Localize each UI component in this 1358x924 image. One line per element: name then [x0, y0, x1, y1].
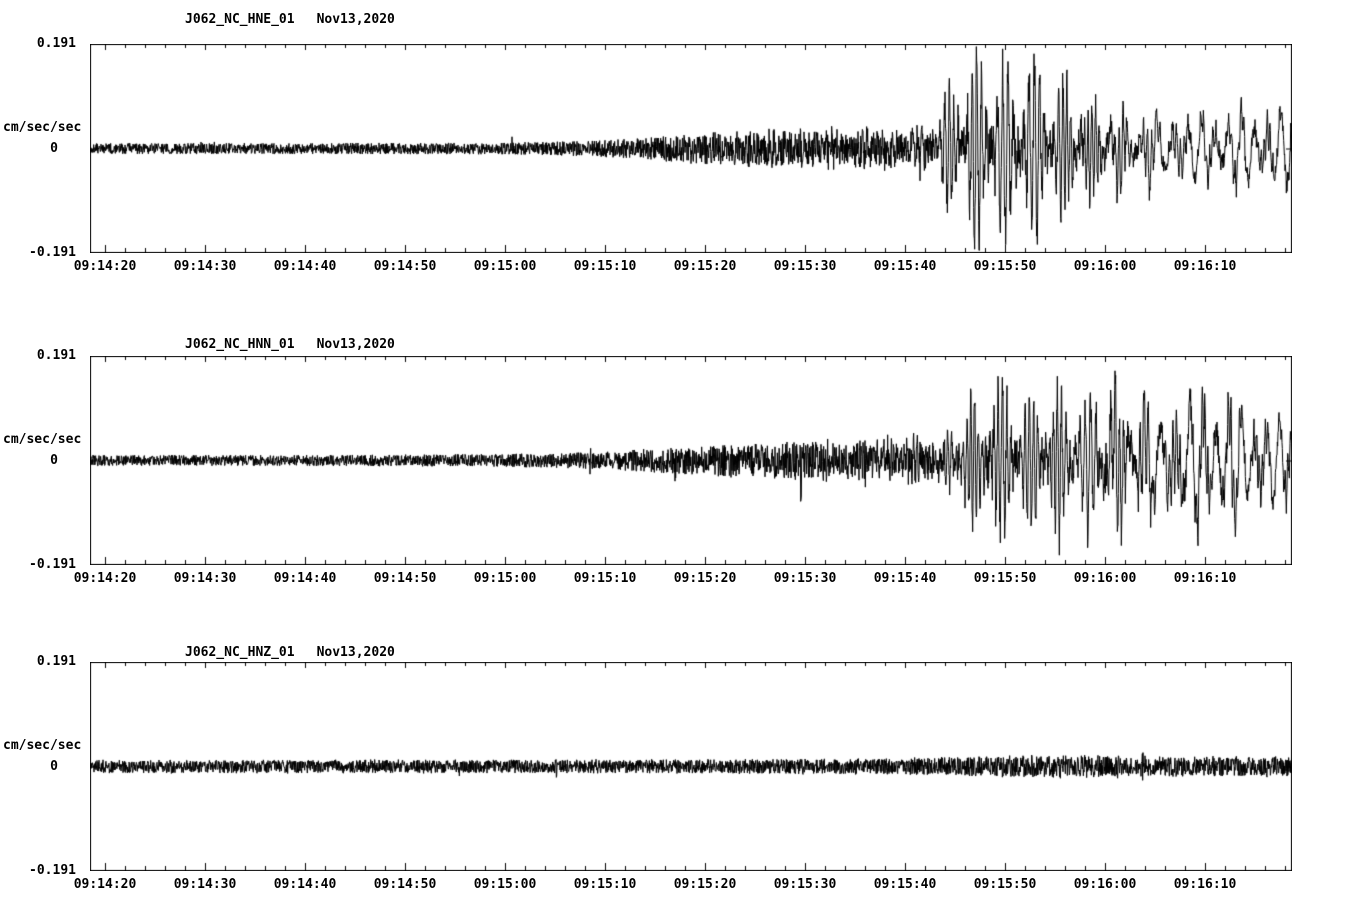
x-axis-tick-label: 09:15:00 — [473, 571, 537, 586]
x-axis-tick-label: 09:14:30 — [173, 571, 237, 586]
panel-title: J062_NC_HNE_01 Nov13,2020 — [185, 12, 395, 27]
x-axis-tick-label: 09:14:50 — [373, 877, 437, 892]
x-axis-tick-labels: 09:14:20 09:14:30 09:14:40 09:14:50 09:15:00… — [74, 259, 1292, 275]
y-axis-max-label: 0.191 — [36, 654, 76, 669]
y-axis-min-label: -0.191 — [29, 245, 76, 260]
y-axis-unit-label: cm/sec/sec — [3, 120, 82, 135]
x-axis-tick-label: 09:15:50 — [973, 877, 1037, 892]
y-axis-min-label: -0.191 — [29, 557, 76, 572]
x-axis-tick-label: 09:14:30 — [173, 259, 237, 274]
x-axis-tick-label: 09:15:00 — [473, 877, 537, 892]
panel-title: J062_NC_HNN_01 Nov13,2020 — [185, 337, 395, 352]
x-axis-tick-label: 09:14:30 — [173, 877, 237, 892]
x-axis-tick-labels: 09:14:20 09:14:30 09:14:40 09:14:50 09:15:00… — [74, 571, 1292, 587]
panel-title: J062_NC_HNZ_01 Nov13,2020 — [185, 645, 395, 660]
x-axis-tick-label: 09:15:40 — [873, 877, 937, 892]
y-axis-min-label: -0.191 — [29, 863, 76, 878]
x-axis-tick-label: 09:15:30 — [773, 259, 837, 274]
station-channel-label: J062_NC_HNE_01 — [185, 12, 295, 27]
y-axis-unit-label: cm/sec/sec — [3, 432, 82, 447]
waveform-panel-hnn: J062_NC_HNN_01 Nov13,2020 0.191 cm/sec/se… — [0, 337, 1358, 656]
y-axis-zero-label: 0 — [50, 759, 58, 774]
station-channel-label: J062_NC_HNZ_01 — [185, 645, 295, 660]
x-axis-tick-label: 09:15:20 — [673, 259, 737, 274]
x-axis-tick-label: 09:14:40 — [273, 877, 337, 892]
y-axis-unit-label: cm/sec/sec — [3, 738, 82, 753]
x-axis-tick-label: 09:15:20 — [673, 877, 737, 892]
x-axis-tick-label: 09:15:40 — [873, 259, 937, 274]
x-axis-tick-labels: 09:14:20 09:14:30 09:14:40 09:14:50 09:15:00… — [74, 877, 1292, 893]
x-axis-tick-label: 09:14:40 — [273, 259, 337, 274]
x-axis-tick-label: 09:15:00 — [473, 259, 537, 274]
station-channel-label: J062_NC_HNN_01 — [185, 337, 295, 352]
date-label: Nov13,2020 — [316, 12, 395, 27]
waveform-plot-hne — [90, 44, 1292, 253]
waveform-plot-hnz — [90, 662, 1292, 871]
x-axis-tick-label: 09:15:10 — [573, 571, 637, 586]
x-axis-tick-label: 09:14:50 — [373, 571, 437, 586]
x-axis-tick-label: 09:16:00 — [1073, 259, 1137, 274]
x-axis-tick-label: 09:15:40 — [873, 571, 937, 586]
x-axis-tick-label: 09:15:50 — [973, 259, 1037, 274]
x-axis-tick-label: 09:14:40 — [273, 571, 337, 586]
x-axis-tick-label: 09:16:10 — [1173, 571, 1237, 586]
x-axis-tick-label: 09:15:10 — [573, 877, 637, 892]
x-axis-tick-label: 09:14:20 — [73, 877, 137, 892]
date-label: Nov13,2020 — [316, 645, 395, 660]
x-axis-tick-label: 09:14:50 — [373, 259, 437, 274]
y-axis-max-label: 0.191 — [36, 348, 76, 363]
x-axis-tick-label: 09:15:30 — [773, 571, 837, 586]
y-axis-zero-label: 0 — [50, 453, 58, 468]
x-axis-tick-label: 09:16:10 — [1173, 877, 1237, 892]
x-axis-tick-label: 09:16:10 — [1173, 259, 1237, 274]
x-axis-tick-label: 09:16:00 — [1073, 877, 1137, 892]
x-axis-tick-label: 09:15:20 — [673, 571, 737, 586]
x-axis-tick-label: 09:16:00 — [1073, 571, 1137, 586]
waveform-panel-hnz: J062_NC_HNZ_01 Nov13,2020 0.191 cm/sec/se… — [0, 645, 1358, 924]
x-axis-tick-label: 09:15:50 — [973, 571, 1037, 586]
date-label: Nov13,2020 — [316, 337, 395, 352]
x-axis-tick-label: 09:14:20 — [73, 571, 137, 586]
x-axis-tick-label: 09:15:30 — [773, 877, 837, 892]
waveform-plot-hnn — [90, 356, 1292, 565]
y-axis-max-label: 0.191 — [36, 36, 76, 51]
waveform-panel-hne: J062_NC_HNE_01 Nov13,2020 0.191 cm/sec/se… — [0, 12, 1358, 344]
x-axis-tick-label: 09:14:20 — [73, 259, 137, 274]
x-axis-tick-label: 09:15:10 — [573, 259, 637, 274]
y-axis-zero-label: 0 — [50, 141, 58, 156]
